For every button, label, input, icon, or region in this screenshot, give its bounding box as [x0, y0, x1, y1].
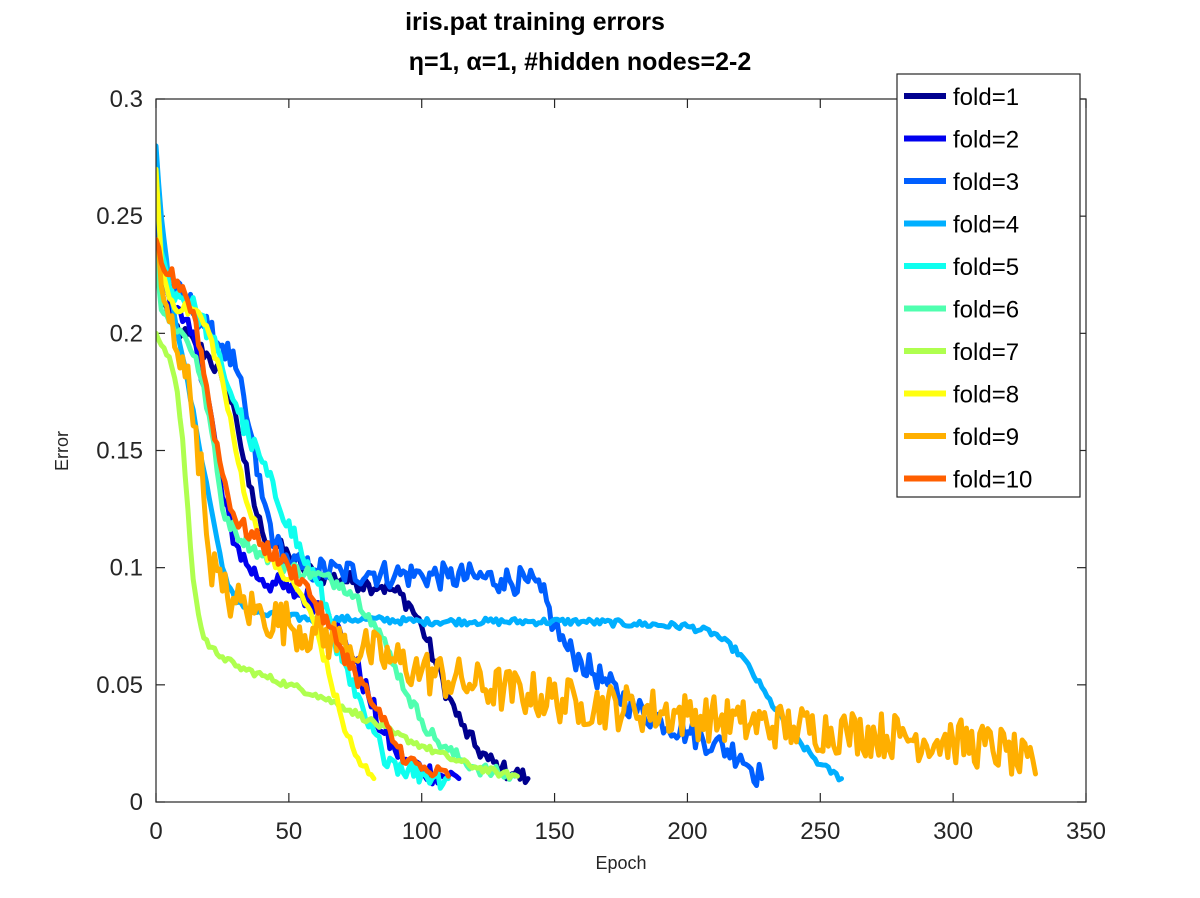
y-tick-label: 0	[130, 789, 143, 816]
chart-subtitle: η=1, α=1, #hidden nodes=2-2	[409, 48, 752, 76]
x-tick-label: 150	[535, 818, 575, 845]
legend-label-fold-6: fold=6	[953, 297, 1019, 324]
chart-title: iris.pat training errors	[405, 8, 665, 36]
legend-label-fold-10: fold=10	[953, 467, 1032, 494]
x-tick-label: 50	[276, 818, 303, 845]
y-tick-label: 0.2	[110, 320, 143, 347]
x-tick-label: 0	[149, 818, 162, 845]
legend-label-fold-9: fold=9	[953, 424, 1019, 451]
y-tick-label: 0.3	[110, 86, 143, 113]
legend: fold=1 fold=2 fold=3 fold=4 fold=5 fold=6 fold…	[896, 73, 1081, 498]
series-line-fold-4	[156, 143, 844, 783]
legend-label-fold-4: fold=4	[953, 212, 1019, 239]
series-layer	[156, 143, 1038, 791]
series-line-fold-9	[156, 237, 1038, 777]
y-tick-label: 0.05	[96, 672, 143, 699]
legend-label-fold-1: fold=1	[953, 84, 1019, 111]
legend-label-fold-8: fold=8	[953, 382, 1019, 409]
legend-box	[896, 73, 1081, 498]
y-tick-label: 0.1	[110, 555, 143, 582]
x-tick-label: 250	[800, 818, 840, 845]
legend-label-fold-2: fold=2	[953, 127, 1019, 154]
y-axis-tick-labels: 0 0.05 0.1 0.15 0.2 0.25 0.3	[96, 86, 143, 816]
legend-label-fold-5: fold=5	[953, 254, 1019, 281]
plot-area-frame	[155, 98, 1087, 803]
y-axis-label: Error	[52, 431, 72, 471]
series-line-fold-10	[156, 237, 451, 779]
y-tick-label: 0.15	[96, 438, 143, 465]
x-axis-label: Epoch	[595, 853, 646, 873]
x-tick-label: 200	[667, 818, 707, 845]
x-tick-label: 350	[1066, 818, 1106, 845]
legend-label-fold-3: fold=3	[953, 169, 1019, 196]
series-line-fold-6	[156, 248, 518, 782]
x-tick-label: 300	[933, 818, 973, 845]
legend-label-fold-7: fold=7	[953, 339, 1019, 366]
x-tick-label: 100	[402, 818, 442, 845]
x-axis-tick-labels: 0 50 100 150 200 250 300 350	[149, 818, 1106, 845]
y-tick-label: 0.25	[96, 203, 143, 230]
